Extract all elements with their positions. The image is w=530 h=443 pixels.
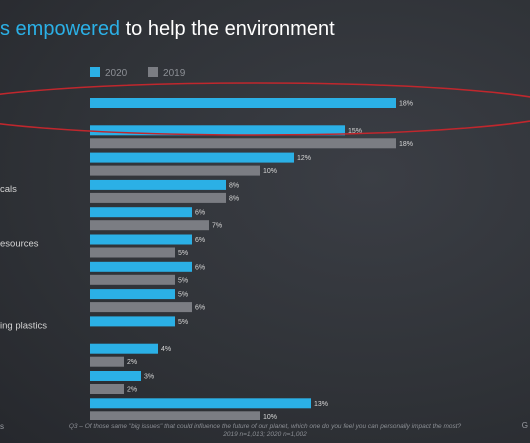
value-label-2020: 5% bbox=[178, 319, 188, 326]
legend: 2020 2019 bbox=[90, 67, 203, 79]
footnote: Q3 – Of those same "big issues" that cou… bbox=[0, 423, 530, 439]
bar-2020 bbox=[90, 316, 175, 327]
value-label-2020: 6% bbox=[195, 264, 205, 271]
legend-item-2019: 2019 bbox=[148, 67, 185, 79]
legend-label-2019: 2019 bbox=[163, 68, 186, 79]
corner-label-right: G bbox=[521, 421, 528, 430]
value-label-2020: 12% bbox=[297, 155, 311, 162]
value-label-2020: 13% bbox=[314, 401, 328, 408]
bar-2020 bbox=[90, 398, 311, 409]
bar-2020 bbox=[90, 207, 192, 218]
value-label-2019: 6% bbox=[195, 305, 205, 312]
bar-2020 bbox=[90, 289, 175, 300]
value-labels: 18% 15% 18% 12% 10% 8% 8% 6% 7% 6% 5% 6% 5% 5% 6% 5% 4% 2… bbox=[127, 101, 413, 421]
bar-2020 bbox=[90, 343, 158, 354]
value-label-2019: 18% bbox=[399, 141, 413, 148]
footnote-sample-size: 2019 n=1,013; 2020 n=1,002 bbox=[223, 431, 307, 438]
category-labels: cals esources ing plastics bbox=[0, 184, 47, 332]
chart-title: ss empowered to help the environment bbox=[0, 18, 335, 41]
value-label-2020: 15% bbox=[348, 128, 362, 135]
bar-2019 bbox=[90, 220, 209, 231]
value-label-2020: 5% bbox=[178, 292, 188, 299]
bar-2019 bbox=[90, 138, 396, 149]
bar-2020 bbox=[90, 125, 345, 136]
bar-2020 bbox=[90, 98, 396, 108]
value-label-2020: 18% bbox=[399, 101, 413, 108]
legend-swatch-2019 bbox=[148, 67, 159, 77]
legend-item-2020: 2020 bbox=[90, 67, 127, 79]
category-label: ing plastics bbox=[0, 320, 47, 331]
bar-2019 bbox=[90, 274, 175, 285]
bar-2019 bbox=[90, 302, 192, 313]
value-label-2019: 2% bbox=[127, 359, 137, 366]
value-label-2020: 4% bbox=[161, 346, 171, 353]
bar-2020 bbox=[90, 261, 192, 272]
bar-chart: cals esources ing plastics 18% 15% 18% 12% 10%… bbox=[0, 82, 530, 421]
bar-2019 bbox=[90, 247, 175, 258]
category-label: esources bbox=[0, 239, 39, 250]
bar-2020 bbox=[90, 234, 192, 245]
legend-label-2020: 2020 bbox=[105, 68, 128, 79]
value-label-2019: 10% bbox=[263, 168, 277, 175]
legend-swatch-2020 bbox=[90, 67, 100, 77]
footnote-question: Q3 – Of those same "big issues" that cou… bbox=[68, 423, 462, 430]
bar-2019 bbox=[90, 165, 260, 176]
title-accent: ss empowered bbox=[0, 18, 121, 40]
title-rest: to help the environment bbox=[120, 18, 335, 40]
bar-2020 bbox=[90, 152, 294, 163]
value-label-2019: 10% bbox=[263, 414, 277, 420]
highlight-ellipse bbox=[0, 82, 530, 136]
bar-2019 bbox=[90, 356, 124, 367]
value-label-2020: 6% bbox=[195, 210, 205, 217]
value-label-2020: 3% bbox=[144, 374, 154, 381]
bar-series bbox=[90, 98, 396, 420]
value-label-2019: 7% bbox=[212, 223, 222, 230]
value-label-2019: 2% bbox=[127, 387, 137, 394]
value-label-2020: 6% bbox=[195, 237, 205, 244]
value-label-2019: 5% bbox=[178, 250, 188, 257]
bar-2020 bbox=[90, 371, 141, 381]
value-label-2020: 8% bbox=[229, 182, 239, 189]
bar-2020 bbox=[90, 179, 226, 190]
value-label-2019: 8% bbox=[229, 195, 239, 202]
category-label: cals bbox=[0, 184, 17, 195]
bar-2019 bbox=[90, 411, 260, 420]
value-label-2019: 5% bbox=[178, 277, 188, 284]
corner-label-left: s bbox=[0, 422, 4, 431]
bar-2019 bbox=[90, 192, 226, 203]
bar-2019 bbox=[90, 384, 124, 394]
